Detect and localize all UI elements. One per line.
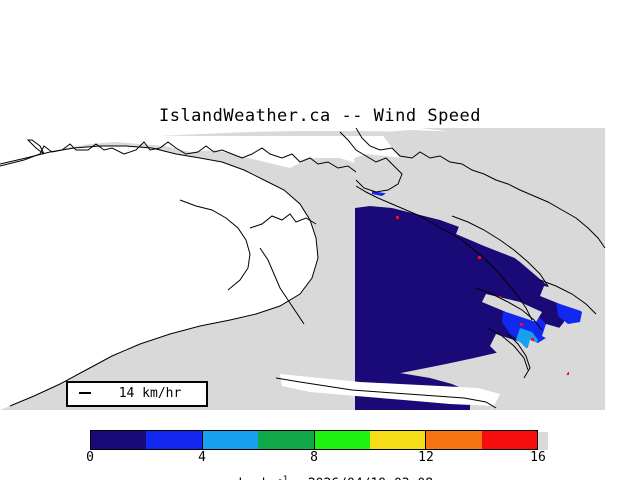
windspeed-bin-0-2-southwest	[355, 296, 470, 410]
colorbar-caption: km hr-1 2026/04/19 03:08	[0, 460, 640, 480]
colorbar-tick-labels: 0 4 8 12 16	[86, 450, 546, 468]
colorbar-tick-0: 0	[86, 450, 94, 465]
page-title: IslandWeather.ca -- Wind Speed	[158, 106, 482, 126]
colorbar-tick-12: 12	[418, 450, 434, 465]
colorbar-segment-4-6	[202, 431, 259, 449]
colorbar-segment-10-12	[369, 431, 427, 449]
white-inlet-south	[280, 374, 500, 406]
colorbar-container: 0 4 8 12 16	[86, 430, 550, 465]
mainland-inner-strip	[354, 154, 605, 294]
colorbar-tick-8: 8	[310, 450, 318, 465]
island-gulf-d	[552, 342, 600, 378]
mainland-ne-block	[356, 128, 605, 162]
islands-over-data	[280, 128, 605, 406]
coastlines	[0, 128, 606, 409]
timestamp-label: 2026/04/19 03:08	[308, 476, 433, 480]
island-gulf-a	[482, 294, 542, 322]
colorbar-segment-12-14	[426, 431, 482, 449]
map-graphic	[0, 128, 640, 410]
units-label: km hr	[238, 476, 277, 480]
island-gulf-c	[542, 324, 592, 356]
island-gulf-b	[540, 286, 590, 312]
colorbar-tick-4: 4	[198, 450, 206, 465]
colorbar-segment-14-16	[481, 431, 537, 449]
colorbar-segment-2-4	[146, 431, 203, 449]
wind-barb-legend-label: 14 km/hr	[118, 386, 182, 401]
colorbar-segment-0-2	[91, 431, 147, 449]
colorbar-segment-8-10	[314, 431, 370, 449]
island-saltspring	[490, 334, 534, 368]
windspeed-bin-0-2-channel-b	[420, 278, 490, 306]
wind-barb-legend-box: 14 km/hr	[66, 381, 208, 407]
island-san-juan	[526, 340, 572, 376]
colorbar	[90, 430, 538, 450]
wind-barb-icon	[79, 392, 91, 394]
windspeed-bin-2-4-se-b	[556, 300, 582, 324]
units-exponent: -1	[277, 475, 289, 480]
left-water-mask	[0, 146, 318, 410]
map-plot-area[interactable]	[0, 128, 640, 410]
colorbar-segment-6-8	[258, 431, 315, 449]
colorbar-tick-16: 16	[530, 450, 546, 465]
windspeed-bin-0-2-channel-a	[380, 210, 474, 256]
colorbar-overflow-swatch	[538, 432, 548, 450]
island-texada	[456, 224, 560, 274]
